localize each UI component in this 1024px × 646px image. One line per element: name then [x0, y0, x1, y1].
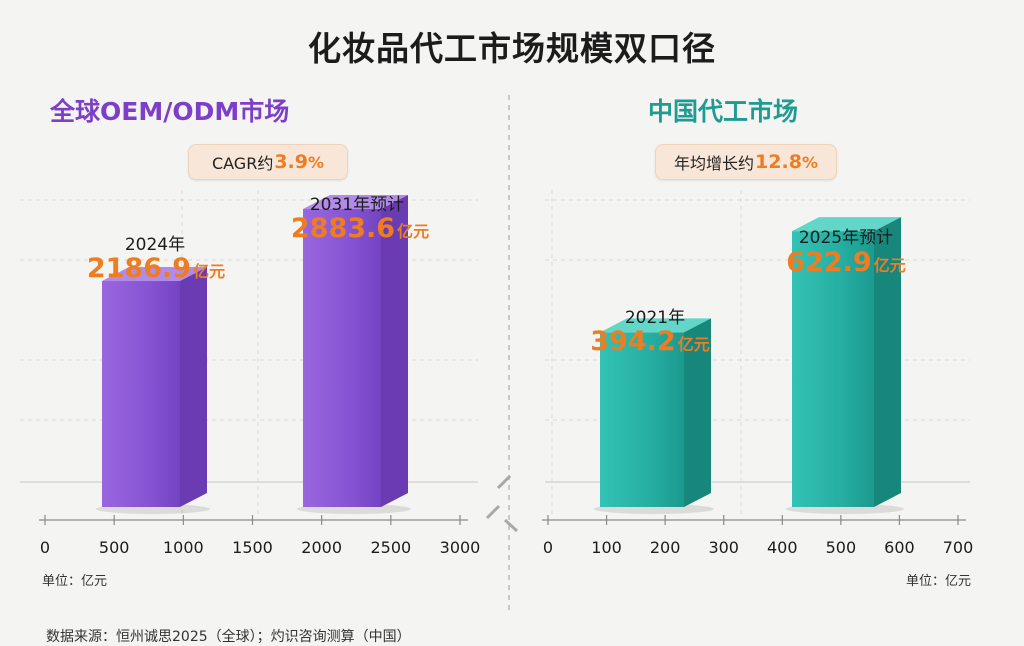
global-bar-1-side: [180, 267, 207, 507]
china-bar1-value: 394.2: [590, 326, 676, 357]
global-bar1-year: 2024年: [124, 235, 186, 255]
global-cagr-prefix: CAGR约: [211, 154, 274, 173]
global-x-tick-label: 2500: [370, 538, 411, 557]
global-x-tick-label: 1500: [232, 538, 273, 557]
global-cagr-suffix: %: [308, 152, 325, 172]
global-bar2-value-label: 2883.6 亿元: [250, 213, 470, 244]
bars-layer: [96, 195, 904, 514]
china-growth-badge: 年均增长约 12.8%: [655, 144, 837, 180]
global-cagr-badge: CAGR约 3.9%: [188, 144, 348, 180]
global-x-tick-label: 0: [40, 538, 50, 557]
global-bar-2-side: [381, 195, 408, 507]
global-bar1-value: 2186.9: [86, 253, 192, 284]
china-bar-2-top: [792, 217, 901, 232]
axis-break-mark: [503, 518, 519, 533]
china-bar2-value: 622.9: [786, 247, 872, 278]
global-bar-1: [102, 281, 180, 507]
china-bar-2-side: [874, 217, 901, 507]
global-bar2-year: 2031年预计: [309, 195, 405, 215]
global-x-tick-label: 3000: [440, 538, 481, 557]
global-bar1-unit: 亿元: [193, 262, 226, 281]
global-x-tick-label: 500: [99, 538, 130, 557]
china-bar1-value-label: 394.2 亿元: [540, 326, 760, 357]
global-bar-1-top: [102, 267, 207, 282]
axis-break-mark: [485, 504, 501, 520]
china-bar-2: [792, 231, 874, 507]
china-bar-1: [600, 332, 684, 507]
china-x-tick-label: 300: [708, 538, 739, 557]
china-bar2-year: 2025年预计: [798, 228, 894, 248]
china-bar-1-side: [684, 318, 711, 507]
axes-layer: 0 500 1000 1500 2000 2500 3000 0 100 200 300 400 500…: [39, 515, 973, 557]
china-x-tick-label: 400: [767, 538, 798, 557]
axis-break-mark: [496, 474, 512, 490]
page-title: 化妆品代工市场规模双口径: [308, 29, 716, 68]
data-source-note: 数据来源：恒州诚思2025（全球）；灼识咨询测算（中国）: [46, 629, 411, 645]
global-x-tick-label: 1000: [163, 538, 204, 557]
china-panel-title: 中国代工市场: [648, 97, 799, 126]
china-growth-prefix: 年均增长约: [674, 154, 755, 173]
global-unit-label: 单位：亿元: [42, 574, 108, 589]
china-bar2-unit: 亿元: [873, 256, 906, 275]
china-unit-label: 单位：亿元: [906, 574, 972, 589]
china-x-tick-label: 0: [543, 538, 553, 557]
china-bar2-value-label: 622.9 亿元: [736, 247, 956, 278]
china-x-tick-label: 700: [943, 538, 974, 557]
china-bar-1-top: [600, 318, 711, 333]
china-growth-value: 12.8: [755, 151, 802, 173]
china-growth-suffix: %: [801, 152, 818, 172]
global-x-tick-label: 2000: [301, 538, 342, 557]
china-x-tick-label: 600: [884, 538, 915, 557]
global-bar-2: [303, 209, 381, 507]
china-bar1-year: 2021年: [624, 308, 686, 328]
global-bar-2-top: [303, 195, 408, 210]
global-cagr-value: 3.9: [274, 151, 308, 173]
global-panel-title: 全球OEM/ODM市场: [50, 97, 290, 126]
china-bar1-unit: 亿元: [677, 335, 710, 354]
china-x-tick-label: 200: [650, 538, 681, 557]
china-x-tick-label: 100: [591, 538, 622, 557]
global-bar1-value-label: 2186.9 亿元: [46, 253, 266, 284]
global-bar2-unit: 亿元: [397, 222, 430, 241]
china-x-tick-label: 500: [826, 538, 857, 557]
global-bar2-value: 2883.6: [290, 213, 396, 244]
